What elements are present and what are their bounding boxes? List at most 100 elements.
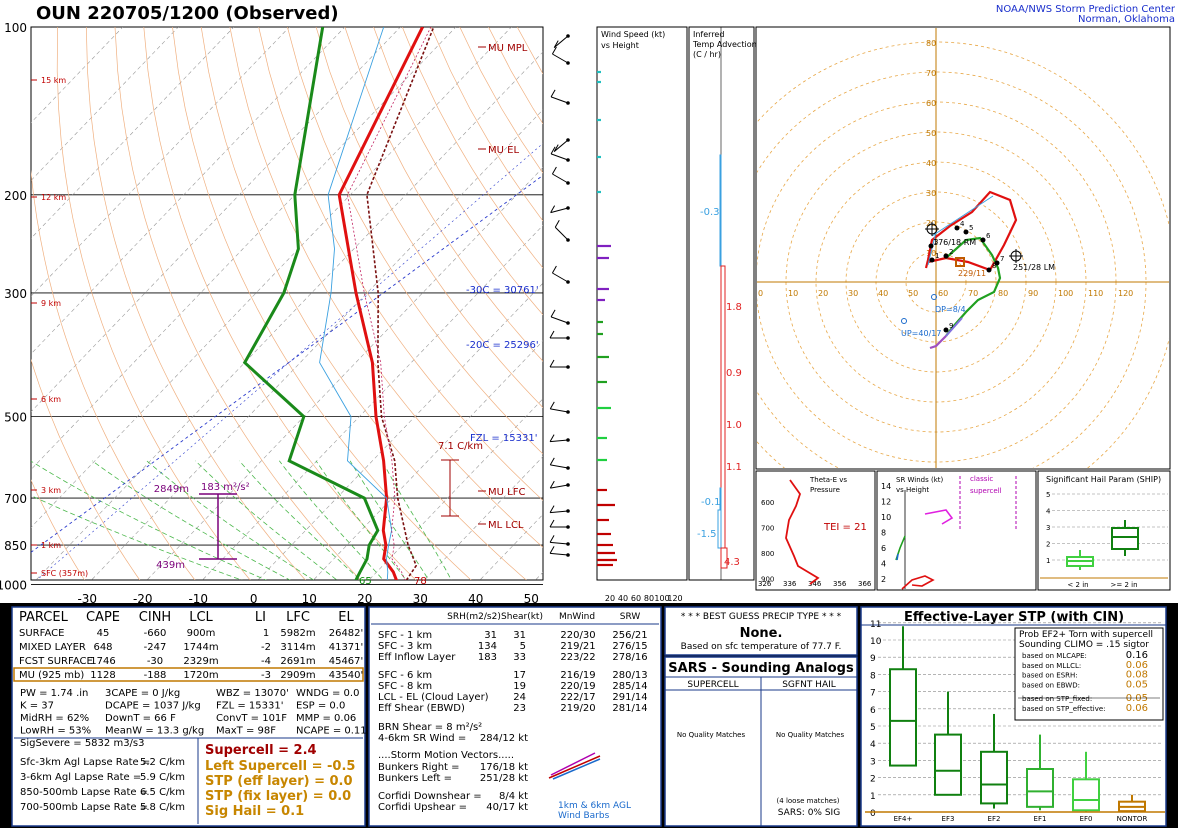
mu-mpl-label: MU MPL [488,43,528,54]
hodograph-point-label: 3 [934,238,938,246]
parcel-cell: 1746 [90,656,115,667]
ship-y-tick: 1 [1046,557,1050,565]
stp-category: EF1 [1034,815,1047,823]
org-location: Norman, Oklahoma [1078,14,1175,25]
isotherm [146,167,543,580]
tei-label: TEI = 21 [823,522,867,533]
temp-adv-subtitle: Temp Advection [692,40,757,49]
lapse-label: 850-500mb Lapse Rate = [20,787,148,798]
kinematic-cell: 281/14 [612,703,647,714]
parcel-cell: 43540' [329,670,364,681]
stp-prob-value: 0.05 [1126,679,1148,690]
corfidi-down-label: Corfidi Downshear = [378,791,482,802]
org-name: NOAA/NWS Storm Prediction Center [996,4,1176,15]
stp-category: NONTOR [1117,815,1148,823]
index-value: SigSevere = 5832 m3/s3 [20,738,145,749]
kinematic-cell: 220/19 [560,681,595,692]
kinematic-cell: 183 [478,652,497,663]
parcel-cell: 1744m [183,642,218,653]
hodograph-x-tick: 20 [818,289,828,298]
kinematic-row-label: Eff Shear (EBWD) [378,703,465,714]
temp-advection-value: 0.9 [726,368,742,379]
isotherm [202,224,543,580]
sr-winds-low [901,575,935,590]
precip-value: None. [740,626,783,641]
lapse-rates: Sfc-3km Agl Lapse Rate =5.2 C/km 3-6km Ag… [20,757,185,813]
stp-prob-label: based on EBWD: [1022,681,1080,689]
hodograph-point [994,260,1000,266]
supercell-label: supercell [970,487,1002,495]
wind-speed-tick: 100 [654,594,669,603]
hodograph-3-6km [945,236,1002,337]
temp-advection-bar [720,547,728,569]
wind-barb [551,265,570,284]
parcel-cell: -3 [261,670,271,681]
temperature-ticks: -30 -20 -10 0 10 20 30 40 50 [77,592,538,606]
isotherm [31,27,346,355]
parcel-cell: 900m [187,628,216,639]
kinematic-header: MnWind [559,612,595,622]
analogs-supercell-none: No Quality Matches [677,731,746,739]
sr-winds-y-tick: 12 [881,498,891,507]
kinematic-cell: 291/14 [612,692,647,703]
dry-adiabat [85,27,306,580]
wind-speed-bars [597,70,617,567]
hodograph-point [986,267,992,273]
hodograph-point [928,243,934,249]
sr-winds-y-tick: 10 [881,513,891,522]
analogs-title: SARS - Sounding Analogs [668,661,854,676]
sr-winds-panel: SR Winds (kt) vs Height classic supercel… [876,470,1037,591]
parcel-table: PARCEL CAPE CINH LCL LI LFC EL SURFACE 45 -660 900… [13,610,364,682]
dry-adiabat [488,27,543,125]
precip-frame [664,606,858,656]
hodograph-ring-label: 30 [926,189,936,198]
height-label: 3 km [41,486,61,495]
theta-e-x-tick: 326 [758,580,772,588]
index-value: WNDG = 0.0 [296,688,359,699]
theta-e-frame [755,470,876,591]
stp-panel: Effective-Layer STP (with CIN) 111098765… [860,606,1167,827]
kinematic-row-label: SFC - 3 km [378,641,432,652]
sounding-title: OUN 220705/1200 (Observed) [36,3,339,24]
parcel-cell: 26482' [329,628,364,639]
stp-prob-box [1014,627,1164,721]
wind-speed-tick: 60 [631,594,641,603]
hodograph-x-tick: 0 [758,289,763,298]
parcel-cell: 45467' [329,656,364,667]
theta-e-y-tick: 800 [761,550,774,558]
theta-e-x-tick: 366 [858,580,872,588]
sr-winds-y-tick: 4 [881,560,886,569]
temperature-tick-label: -20 [133,592,153,606]
pressure-tick-label: 100 [4,21,27,35]
sr46-label: 4-6km SR Wind = [378,733,466,744]
thermo-frame [11,606,366,827]
lapse-label: 700-500mb Lapse Rate = [20,802,148,813]
virtual-temp-trace [347,27,432,580]
stp-y-tick: 7 [870,689,876,699]
wind-barb [549,505,570,514]
hodograph-ring-label: 50 [926,129,936,138]
wind-barb [549,480,570,489]
dry-adiabat [56,27,251,580]
stp-fix-composite: STP (fix layer) = 0.0 [205,789,351,804]
kinematic-row-label: LCL - EL (Cloud Layer) [378,692,489,703]
pressure-tick-label: 700 [4,492,27,506]
kinematic-cell: 223/22 [560,652,595,663]
theta-e-x-tick: 356 [833,580,847,588]
wind-barb [551,166,570,185]
parcel-cell: 648 [93,642,112,653]
hodograph-x-tick: 10 [788,289,798,298]
stp-prob-title: Prob EF2+ Torn with supercell [1019,630,1153,640]
kinematic-frame [368,606,662,827]
stp-category: EF0 [1080,815,1093,823]
hodograph-x-tick: 100 [1058,289,1073,298]
storm-motion-arrows [548,752,601,780]
hodograph-x-tick: 90 [1028,289,1038,298]
height-label: 9 km [41,299,61,308]
temp-advection-panel: Inferred Temp Advection (C / hr) -0.3 1.8… [688,26,757,581]
height-label: 15 km [41,76,66,85]
wind-barb [553,34,570,48]
